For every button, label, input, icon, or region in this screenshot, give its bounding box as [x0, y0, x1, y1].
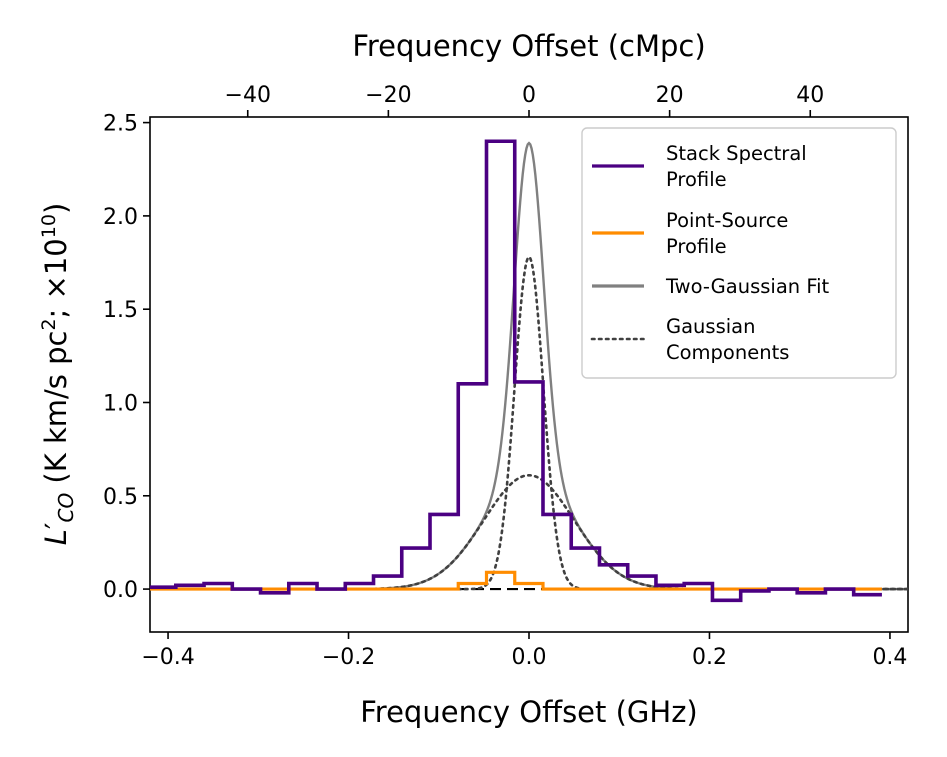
y-axis-title: L′CO (K km/s pc2; ×1010): [38, 203, 78, 546]
x-tick-label: 0.0: [512, 645, 547, 670]
x-tick-label: −0.4: [141, 645, 194, 670]
data-layer: [150, 139, 908, 603]
legend-label: Stack Spectral: [666, 142, 807, 165]
x-axis-top: −40 −20 0 20 40: [225, 83, 824, 117]
x-tick-label: 0.2: [692, 645, 727, 670]
x-axis-bottom: −0.4 −0.2 0.0 0.2 0.4: [141, 632, 907, 670]
y-tick-label: 1.5: [103, 298, 138, 323]
y-tick-label: 2.5: [103, 112, 138, 137]
top-tick-label: 40: [796, 83, 824, 108]
stack-spectral-profile-step: [150, 139, 882, 603]
legend-label: Gaussian: [666, 315, 755, 338]
y-axis: 0.0 0.5 1.0 1.5 2.0 2.5: [103, 112, 150, 603]
x-tick-label: 0.4: [872, 645, 907, 670]
top-axis-title: Frequency Offset (cMpc): [352, 29, 705, 63]
legend-label: Profile: [666, 235, 727, 258]
y-tick-label: 1.0: [103, 391, 138, 416]
legend-box: [581, 127, 897, 379]
x-axis-title: Frequency Offset (GHz): [360, 695, 698, 729]
top-tick-label: −20: [365, 83, 411, 108]
top-tick-label: 20: [656, 83, 684, 108]
y-tick-label: 0.5: [103, 485, 138, 510]
legend-label: Profile: [666, 168, 727, 191]
legend: Stack Spectral Profile Point-Source Profile…: [581, 127, 897, 379]
y-tick-label: 2.0: [103, 205, 138, 230]
y-tick-label: 0.0: [103, 578, 138, 603]
legend-label: Point-Source: [666, 209, 788, 232]
top-tick-label: −40: [225, 83, 271, 108]
legend-label: Two-Gaussian Fit: [665, 275, 830, 298]
top-tick-label: 0: [522, 83, 536, 108]
x-tick-label: −0.2: [322, 645, 375, 670]
legend-label: Components: [666, 341, 789, 364]
